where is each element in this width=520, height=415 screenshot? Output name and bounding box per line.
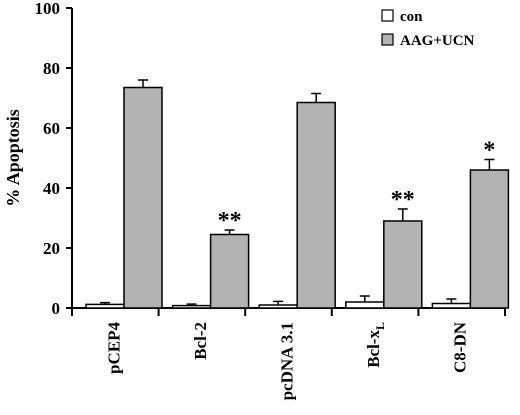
bar-con — [431, 302, 472, 309]
significance-label: * — [483, 138, 495, 164]
legend-swatch-aag-ucn — [381, 33, 394, 46]
bar-con — [171, 304, 212, 309]
category-label: Bcl-xL — [364, 322, 387, 368]
category-label: pCEP4 — [104, 322, 123, 374]
significance-label: ** — [218, 208, 242, 234]
category-label: pcDNA 3.1 — [278, 322, 297, 400]
bar-aag-ucn — [469, 169, 510, 309]
legend-label: AAG+UCN — [400, 33, 475, 49]
category-labels: pCEP4 Bcl-2 pcDNA 3.1 Bcl-xL C8-DN — [104, 321, 469, 400]
bar-aag-ucn — [123, 86, 163, 309]
category-label-text: Bcl-x — [364, 330, 383, 368]
bar-con — [258, 304, 298, 309]
y-tick-label: 20 — [43, 239, 60, 258]
legend-label: con — [400, 9, 423, 25]
category-label-text: pcDNA 3.1 — [278, 322, 297, 400]
y-tick-label: 0 — [52, 299, 61, 318]
bar-aag-ucn — [209, 233, 250, 309]
bar-aag-ucn — [383, 220, 423, 309]
significance-label: ** — [391, 187, 415, 213]
bar-aag-ucn — [296, 101, 336, 309]
category-label: Bcl-2 — [191, 322, 210, 360]
category-label-text: pCEP4 — [104, 322, 123, 374]
legend-swatch-con — [381, 9, 394, 22]
y-axis-label: % Apoptosis — [3, 109, 23, 207]
y-tick-label: 40 — [43, 179, 60, 198]
bar-con — [85, 303, 125, 309]
y-tick-label: 100 — [35, 0, 61, 18]
category-label: C8-DN — [451, 321, 470, 373]
y-tick-label: 60 — [43, 119, 60, 138]
bars: ***** — [85, 79, 510, 309]
legend: con AAG+UCN — [381, 9, 475, 49]
category-label-subscript: L — [373, 322, 387, 330]
y-tick-label: 80 — [43, 59, 60, 78]
category-label-text: Bcl-2 — [191, 322, 210, 360]
axes: 0 20 40 60 80 100 % Apoptosis — [3, 0, 506, 318]
category-label-text: C8-DN — [451, 321, 470, 373]
bar-con — [345, 301, 385, 309]
